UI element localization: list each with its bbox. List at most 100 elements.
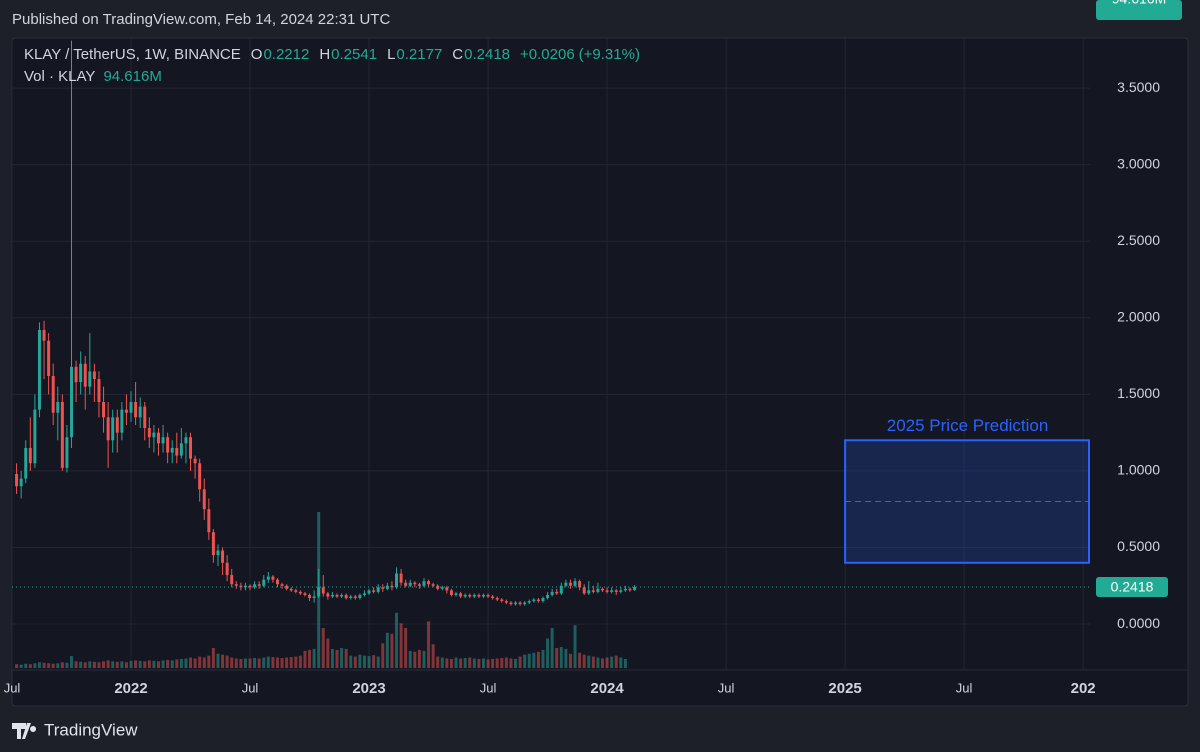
volume-bar: [491, 658, 495, 668]
volume-bar: [184, 658, 188, 668]
candle-body: [436, 585, 440, 589]
volume-bar: [459, 658, 463, 668]
candle-body: [633, 587, 637, 591]
candle-body: [115, 417, 119, 433]
candle-body: [225, 562, 229, 576]
volume-bar: [601, 658, 604, 668]
ohlc-value: 0.2418: [464, 46, 510, 63]
candle-body: [340, 594, 344, 597]
candle-body: [564, 582, 568, 586]
volume-bar: [170, 660, 174, 668]
candle-body: [454, 593, 458, 595]
candle-body: [619, 590, 623, 592]
volume-bar: [111, 661, 115, 668]
candle-body: [289, 588, 293, 591]
candle-body: [271, 576, 275, 580]
volume-bar: [234, 658, 238, 668]
candle-body: [15, 473, 19, 487]
change-percent: (+9.31%): [579, 46, 640, 63]
x-tick-label: 2022: [114, 680, 147, 697]
volume-bar: [152, 660, 156, 668]
volume-bar: [564, 648, 568, 668]
volume-bar: [573, 625, 577, 668]
candle-body: [308, 594, 312, 599]
volume-legend-value: 94.616M: [103, 68, 161, 85]
volume-bar: [239, 658, 243, 668]
candle-body: [285, 585, 289, 589]
volume-bar: [614, 655, 618, 668]
volume-bar: [33, 663, 37, 668]
candle-body: [83, 363, 87, 387]
candle-body: [523, 602, 527, 605]
ohlc-value: 0.2177: [396, 46, 442, 63]
candle-body: [28, 447, 32, 464]
candle-body: [230, 575, 234, 585]
candle-body: [106, 417, 110, 441]
candle-body: [102, 402, 106, 418]
volume-bar: [134, 660, 138, 668]
y-tick-label: 0.5000: [1117, 538, 1160, 554]
volume-bar: [289, 657, 293, 668]
volume-bar: [413, 651, 417, 668]
volume-bar: [230, 657, 234, 668]
volume-bar: [312, 648, 316, 668]
volume-bar: [56, 663, 60, 668]
volume-bar: [24, 663, 28, 668]
candle-body: [24, 447, 28, 479]
candle-body: [166, 437, 170, 453]
candle-body: [578, 581, 582, 588]
candle-body: [88, 371, 92, 387]
candle-body: [628, 588, 632, 591]
volume-bar: [541, 649, 545, 668]
candle-body: [170, 447, 174, 453]
volume-bar: [422, 650, 426, 668]
candle-body: [445, 587, 449, 591]
volume-bar: [19, 664, 23, 668]
volume-bar: [138, 660, 142, 668]
last-volume-label: 94.616M: [1112, 0, 1166, 7]
volume-bar: [326, 638, 330, 668]
candle-body: [312, 596, 316, 599]
volume-bar: [349, 655, 353, 668]
candle-body: [610, 590, 614, 592]
candle-body: [358, 594, 362, 599]
volume-bar: [189, 657, 193, 668]
volume-bar: [37, 662, 41, 668]
candle-body: [550, 591, 554, 595]
candle-body: [596, 588, 600, 592]
volume-bar: [555, 648, 559, 668]
x-tick-label: Jul: [480, 680, 497, 695]
candle-body: [198, 463, 202, 490]
volume-bar: [225, 655, 229, 668]
volume-bar: [523, 654, 527, 668]
volume-bar: [619, 657, 623, 668]
volume-bar: [623, 658, 627, 668]
volume-bar: [60, 662, 64, 668]
last-price-box: [1096, 577, 1168, 598]
volume-bar: [79, 661, 83, 668]
candle-body: [97, 379, 101, 403]
volume-bar: [276, 657, 279, 668]
volume-bar: [578, 652, 582, 668]
volume-bar: [221, 654, 225, 668]
candle-body: [536, 599, 540, 602]
last-volume-box: [1096, 0, 1182, 20]
candle-body: [211, 532, 215, 556]
candle-body: [326, 593, 330, 597]
candle-body: [280, 584, 284, 586]
volume-bar: [559, 647, 563, 668]
candle-body: [591, 590, 595, 592]
candle-body: [147, 428, 151, 438]
candle-body: [518, 602, 522, 605]
ohlc-value: 0.2212: [263, 46, 309, 63]
candle-body: [527, 601, 531, 603]
y-tick-label: 1.0000: [1117, 462, 1160, 478]
candle-body: [605, 590, 609, 592]
y-tick-label: 3.0000: [1117, 155, 1160, 171]
brand: TradingView: [44, 720, 138, 739]
y-tick-label: 1.5000: [1117, 385, 1160, 401]
candle-body: [381, 587, 385, 589]
x-tick-label: Jul: [4, 680, 21, 695]
